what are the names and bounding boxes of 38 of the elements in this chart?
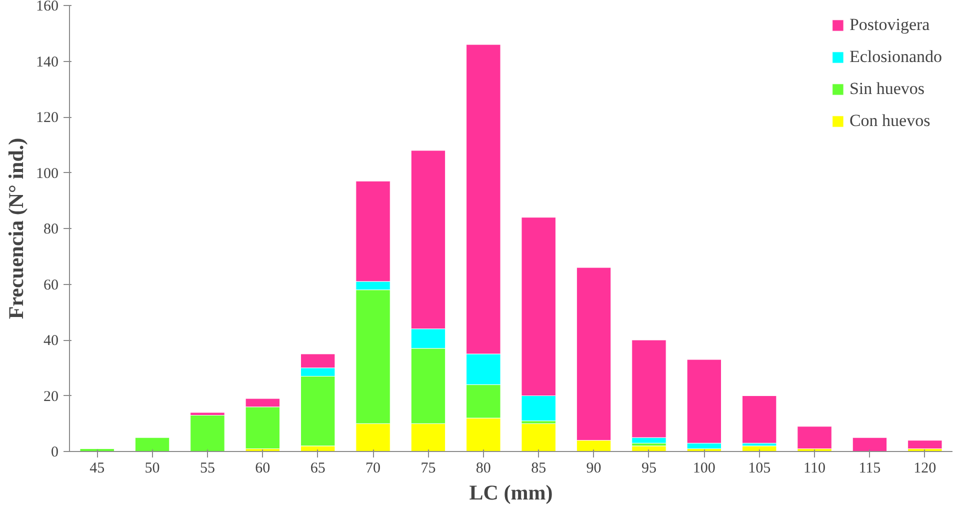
x-tick-label: 75	[420, 460, 436, 476]
x-tick-label: 120	[914, 460, 936, 476]
bar	[190, 415, 225, 452]
y-tick-label: 140	[36, 54, 58, 70]
x-tick-label: 105	[748, 460, 771, 476]
x-tick-label: 115	[858, 460, 881, 476]
legend-label: Con huevos	[849, 111, 930, 131]
x-tick-label: 50	[144, 460, 160, 476]
legend-label: Eclosionando	[849, 47, 942, 67]
bar	[742, 396, 777, 444]
x-tick-label: 80	[476, 460, 491, 476]
bar	[908, 440, 942, 449]
bar	[852, 437, 888, 452]
y-tick-label: 40	[44, 333, 58, 349]
y-tick-label: 160	[36, 0, 58, 14]
x-tick-label: 85	[531, 460, 546, 476]
x-tick-label: 90	[586, 460, 602, 476]
x-tick-label: 60	[255, 460, 270, 476]
x-tick-label: 55	[200, 460, 215, 476]
y-tick-label: 80	[44, 222, 58, 238]
y-tick-label: 20	[44, 388, 58, 405]
y-tick-label: 0	[51, 444, 58, 460]
x-tick-label: 65	[310, 460, 326, 476]
x-tick-label: 45	[90, 460, 105, 476]
y-tick-label: 60	[44, 277, 58, 294]
x-tick-label: 100	[692, 460, 716, 476]
x-axis-title: LC (mm)	[469, 480, 553, 504]
x-tick-label: 70	[366, 460, 381, 476]
x-tick-label: 95	[641, 460, 656, 476]
bar	[134, 437, 170, 452]
legend-label: Postovigera	[849, 15, 930, 35]
x-tick-label: 110	[804, 460, 826, 476]
y-tick-label: 100	[36, 166, 58, 182]
legend-label: Sin huevos	[849, 79, 925, 99]
bar	[521, 423, 556, 452]
y-tick-label: 120	[36, 110, 58, 126]
y-axis-title: Frecuencia (N° ind.)	[4, 138, 28, 320]
bar	[797, 426, 832, 449]
